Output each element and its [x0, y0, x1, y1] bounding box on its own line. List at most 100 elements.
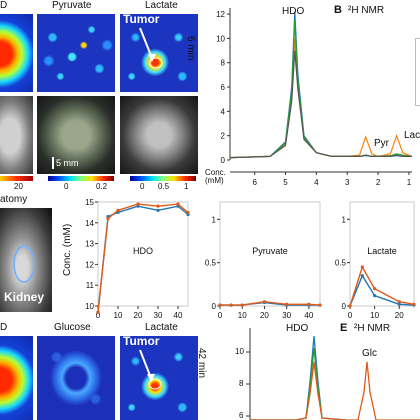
- time-label-top: 6 min: [185, 36, 196, 61]
- nmr-bottom-peak-glc: Glc: [362, 348, 377, 359]
- kinetics-data-point: [96, 310, 100, 314]
- tumor-label-top: Tumor: [123, 12, 160, 26]
- nmr-top-xtick-label: 6: [252, 178, 257, 187]
- nmr-top-ytick-label: 6: [221, 83, 226, 92]
- kinetics-data-point: [176, 202, 180, 206]
- colorbar-tick: 0.5: [158, 182, 170, 191]
- kinetics-title: HDO: [133, 246, 153, 256]
- colorbar-tick: 0: [64, 182, 69, 191]
- nmr-top-title: ²H NMR: [348, 5, 385, 16]
- nmr-top-ytick-label: 12: [216, 10, 225, 19]
- nmr-spectrum-top: 0 2 4 6 8 10 12 6 5 4 3 2 1: [216, 8, 413, 187]
- kinetics-series-line: [349, 265, 415, 307]
- nmr-top-series-line: [229, 20, 413, 159]
- kinetics-xtick-label: 10: [370, 311, 379, 320]
- kinetics-data-point: [116, 208, 120, 212]
- kinetics-data-point: [186, 210, 190, 214]
- overlay-map-2: [37, 96, 115, 174]
- kinetics-data-point: [412, 302, 416, 306]
- nmr-spectrum-bottom: [246, 328, 420, 420]
- nmr-bottom-title: ²H NMR: [354, 323, 391, 334]
- kinetics-series-line: [349, 274, 415, 307]
- kinetics-data-point: [397, 302, 401, 306]
- kinetics-series-line: [97, 205, 189, 313]
- anatomy-image: [0, 208, 52, 312]
- nmr-top-series-line: [229, 11, 412, 159]
- nmr-top-conc-unit: (mM): [205, 176, 224, 185]
- nmr-bottom-ytick: 6: [239, 411, 244, 420]
- nmr-top-xtick-label: 1: [407, 178, 412, 187]
- kinetics-ytick-label: 11: [86, 281, 95, 290]
- colorbar-hdo: [0, 176, 33, 181]
- kinetics-title: Lactate: [367, 246, 397, 256]
- overlay-map-3: [120, 96, 198, 174]
- nmr-top-ytick-label: 8: [221, 59, 226, 68]
- nmr-top-ytick-label: 10: [216, 34, 225, 43]
- colorbar-tick: 0.2: [96, 182, 108, 191]
- colorbar-tick: 0: [140, 182, 145, 191]
- kinetics-ylabel: Conc. (mM): [62, 223, 73, 276]
- nmr-bottom-letter: E: [340, 322, 348, 334]
- colorbar-tick: 1: [184, 182, 189, 191]
- tumor-arrow-top: [139, 27, 163, 69]
- kinetics-xtick-label: 40: [304, 311, 313, 320]
- lactate-map-bottom: [120, 336, 198, 420]
- nmr-top-ytick-label: 2: [221, 132, 226, 141]
- nmr-top-letter: B: [334, 4, 342, 16]
- scale-bar-label: 5 mm: [56, 158, 79, 168]
- kinetics-frame: [219, 201, 321, 307]
- kinetics-data-point: [373, 287, 377, 291]
- glucose-label: Glucose: [54, 322, 91, 333]
- nmr-top-xtick-label: 2: [376, 178, 381, 187]
- kinetics-ytick-label: 1: [212, 215, 217, 224]
- nmr-top-peak-lac: Lac: [404, 130, 420, 141]
- hdo-map-bottom: [0, 336, 33, 420]
- kinetics-xtick-label: 20: [395, 311, 404, 320]
- kinetics-data-point: [262, 300, 267, 304]
- kinetics-xtick-label: 0: [218, 311, 223, 320]
- kinetics-frame: [97, 201, 189, 307]
- kinetics-ytick-label: 0: [342, 302, 347, 311]
- kinetics-data-point: [240, 303, 244, 307]
- colorbar-lactate: [130, 176, 196, 181]
- colorbar-tick: 20: [14, 182, 23, 191]
- nmr-bottom-ytick: 8: [239, 379, 244, 388]
- kinetics-ytick-label: 0: [212, 302, 217, 311]
- lactate-map-top: [120, 14, 198, 92]
- tumor-arrow-bottom: [139, 349, 162, 390]
- scale-bar: [52, 157, 54, 169]
- kinetics-xtick-label: 10: [114, 311, 123, 320]
- kinetics-data-point: [156, 208, 160, 212]
- nmr-top-xtick-label: 3: [345, 178, 350, 187]
- kinetics-data-point: [318, 303, 322, 307]
- glucose-map: [37, 336, 115, 420]
- kinetics-xtick-label: 30: [154, 311, 163, 320]
- kinetics-ytick-label: 1: [342, 215, 347, 224]
- hdo-label-top: D: [0, 0, 8, 11]
- kinetics-data-point: [307, 302, 311, 306]
- kinetics-data-point: [218, 303, 222, 307]
- kinetics-xtick-label: 20: [260, 311, 269, 320]
- nmr-top-xtick-label: 5: [283, 178, 288, 187]
- kidney-label: Kidney: [4, 290, 45, 304]
- kinetics-data-point: [285, 302, 289, 306]
- kinetics-data-point: [106, 217, 110, 221]
- kinetics-ytick-label: 12: [85, 260, 94, 269]
- kidney-outline: [13, 245, 35, 283]
- kinetics-ytick-label: 15: [85, 198, 94, 207]
- kinetics-ytick-label: 0.5: [335, 259, 347, 268]
- kinetics-xtick-label: 0: [96, 311, 101, 320]
- hdo-map-top: [0, 14, 33, 92]
- nmr-top-peak-pyr: Pyr: [374, 138, 389, 149]
- overlay-map-1: [0, 96, 33, 174]
- kinetics-frame: [349, 201, 415, 307]
- lactate-label-bottom: Lactate: [145, 322, 178, 333]
- kinetics-data-point: [136, 202, 140, 206]
- kinetics-data-point: [397, 300, 401, 304]
- kinetics-series-line: [97, 203, 189, 313]
- kinetics-xtick-label: 30: [282, 311, 291, 320]
- kinetics-xtick-label: 40: [174, 311, 183, 320]
- kinetics-data-point: [360, 274, 364, 278]
